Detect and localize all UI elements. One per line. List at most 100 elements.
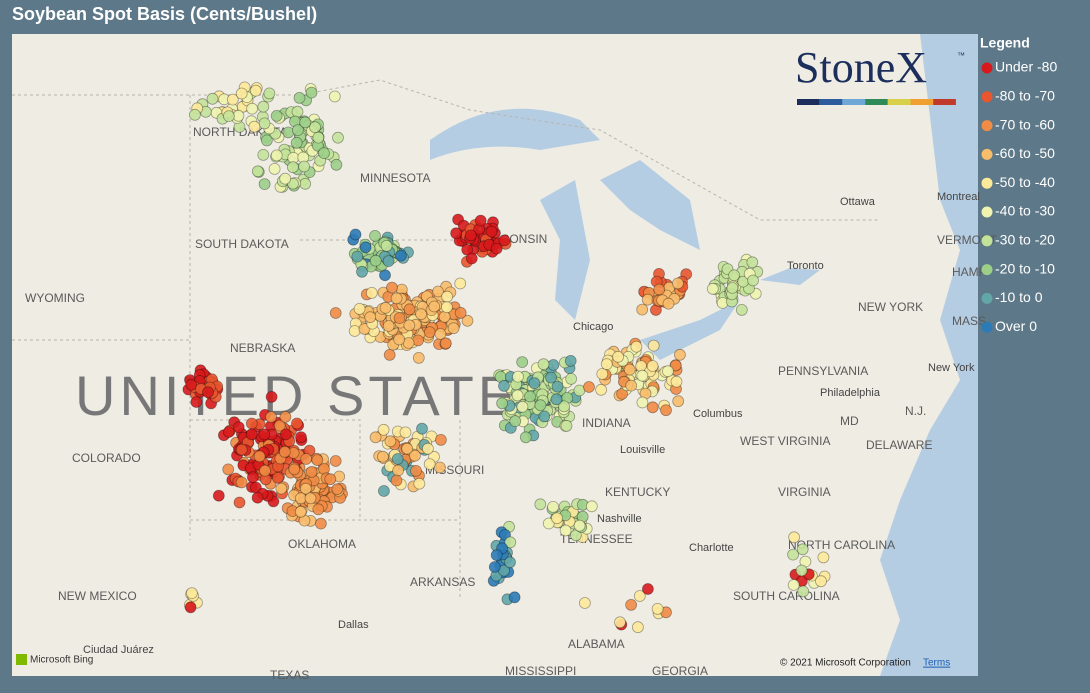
site-dot: [439, 337, 452, 350]
site-dot: [328, 90, 341, 103]
legend-label: -80 to -70: [995, 88, 1055, 104]
legend-label: Over 0: [995, 318, 1037, 334]
city-label: Nashville: [597, 513, 642, 525]
site-dot: [454, 306, 467, 319]
lake-michigan: [540, 180, 590, 320]
site-dot: [312, 503, 325, 516]
site-dot: [377, 485, 390, 497]
site-dot: [585, 500, 598, 513]
site-dot: [465, 252, 478, 265]
site-dot: [382, 320, 395, 332]
site-dot: [184, 601, 197, 614]
region-label: NORTH CAROLINA: [788, 538, 895, 552]
site-dot: [379, 301, 392, 314]
legend-swatch: [981, 120, 993, 132]
site-dot: [434, 433, 447, 446]
site-dot: [270, 149, 283, 162]
logo: StoneX ™: [795, 43, 965, 105]
region-label: NEBRASKA: [230, 341, 295, 355]
city-label: Ciudad Juárez: [83, 644, 154, 656]
site-dot: [399, 426, 412, 439]
region-label: WYOMING: [25, 291, 85, 305]
site-dot: [524, 390, 536, 403]
region-label: SOUTH CAROLINA: [733, 589, 840, 603]
site-dot: [185, 587, 198, 599]
site-dot: [270, 110, 283, 122]
site-dot: [384, 435, 397, 448]
site-dot: [570, 529, 582, 542]
site-dot: [257, 148, 270, 161]
lake-ontario: [760, 268, 820, 285]
site-dot: [268, 162, 281, 175]
logo-bar-segment: [910, 99, 934, 105]
site-dot: [245, 417, 258, 430]
site-dot: [660, 404, 672, 417]
region-label: UNITED STATES: [75, 364, 561, 427]
site-dot: [222, 463, 235, 476]
site-dot: [251, 165, 264, 178]
site-dot: [300, 453, 313, 465]
logo-bar-segment: [842, 99, 866, 105]
site-dot: [796, 543, 809, 556]
site-dot: [291, 124, 304, 137]
legend: Under -80 -80 to -70 -70 to -60 -60 to -50 -…: [981, 59, 1057, 334]
site-dot: [415, 308, 428, 321]
site-dot: [551, 512, 563, 525]
legend-swatch: [981, 148, 993, 160]
site-dot: [490, 242, 503, 255]
site-dot: [596, 368, 609, 380]
site-dot: [235, 443, 248, 456]
site-dot: [450, 227, 463, 240]
site-dot: [265, 411, 278, 423]
site-dot: [351, 250, 364, 263]
site-dot: [253, 450, 266, 463]
site-dot: [279, 428, 292, 441]
site-dot: [246, 471, 259, 484]
site-dot: [504, 556, 516, 569]
region-label: TEXAS: [270, 668, 309, 682]
site-dot: [558, 400, 570, 413]
city-label: Columbus: [693, 408, 743, 420]
legend-label: Under -80: [995, 59, 1057, 75]
site-dot: [461, 243, 474, 256]
site-dot: [294, 505, 307, 518]
terms-link[interactable]: Terms: [923, 658, 950, 669]
site-dot: [560, 419, 573, 432]
site-dot: [454, 277, 467, 290]
city-label: Toronto: [787, 260, 824, 272]
site-dot: [190, 396, 203, 408]
site-dot: [428, 300, 441, 313]
site-dot: [651, 603, 664, 615]
site-dot: [490, 549, 503, 561]
site-dot: [550, 393, 563, 406]
site-dot: [295, 431, 307, 444]
site-dot: [356, 265, 368, 278]
site-dot: [726, 282, 739, 294]
site-dot: [392, 464, 405, 477]
site-dot: [318, 147, 330, 160]
site-dot: [412, 351, 425, 364]
site-dot: [331, 483, 344, 496]
logo-bar-segment: [865, 99, 888, 105]
site-dot: [286, 161, 299, 174]
region-label: MINNESOTA: [360, 171, 430, 185]
city-label: Chicago: [573, 321, 613, 333]
site-dot: [672, 395, 685, 408]
site-dot: [380, 239, 393, 252]
site-dot: [545, 371, 557, 384]
logo-bar-segment: [933, 99, 956, 105]
site-dot: [259, 464, 271, 477]
site-dot: [235, 476, 248, 489]
region-label: MD: [840, 414, 859, 428]
site-dot: [511, 389, 524, 402]
region-label: MISSISSIPPI: [505, 664, 576, 678]
site-dot: [432, 285, 445, 298]
site-dot: [551, 380, 564, 393]
site-dot: [364, 311, 377, 324]
site-dot: [324, 473, 337, 486]
site-dot: [519, 431, 532, 444]
site-dot: [447, 322, 460, 335]
region-label: PENNSYLVANIA: [778, 364, 868, 378]
